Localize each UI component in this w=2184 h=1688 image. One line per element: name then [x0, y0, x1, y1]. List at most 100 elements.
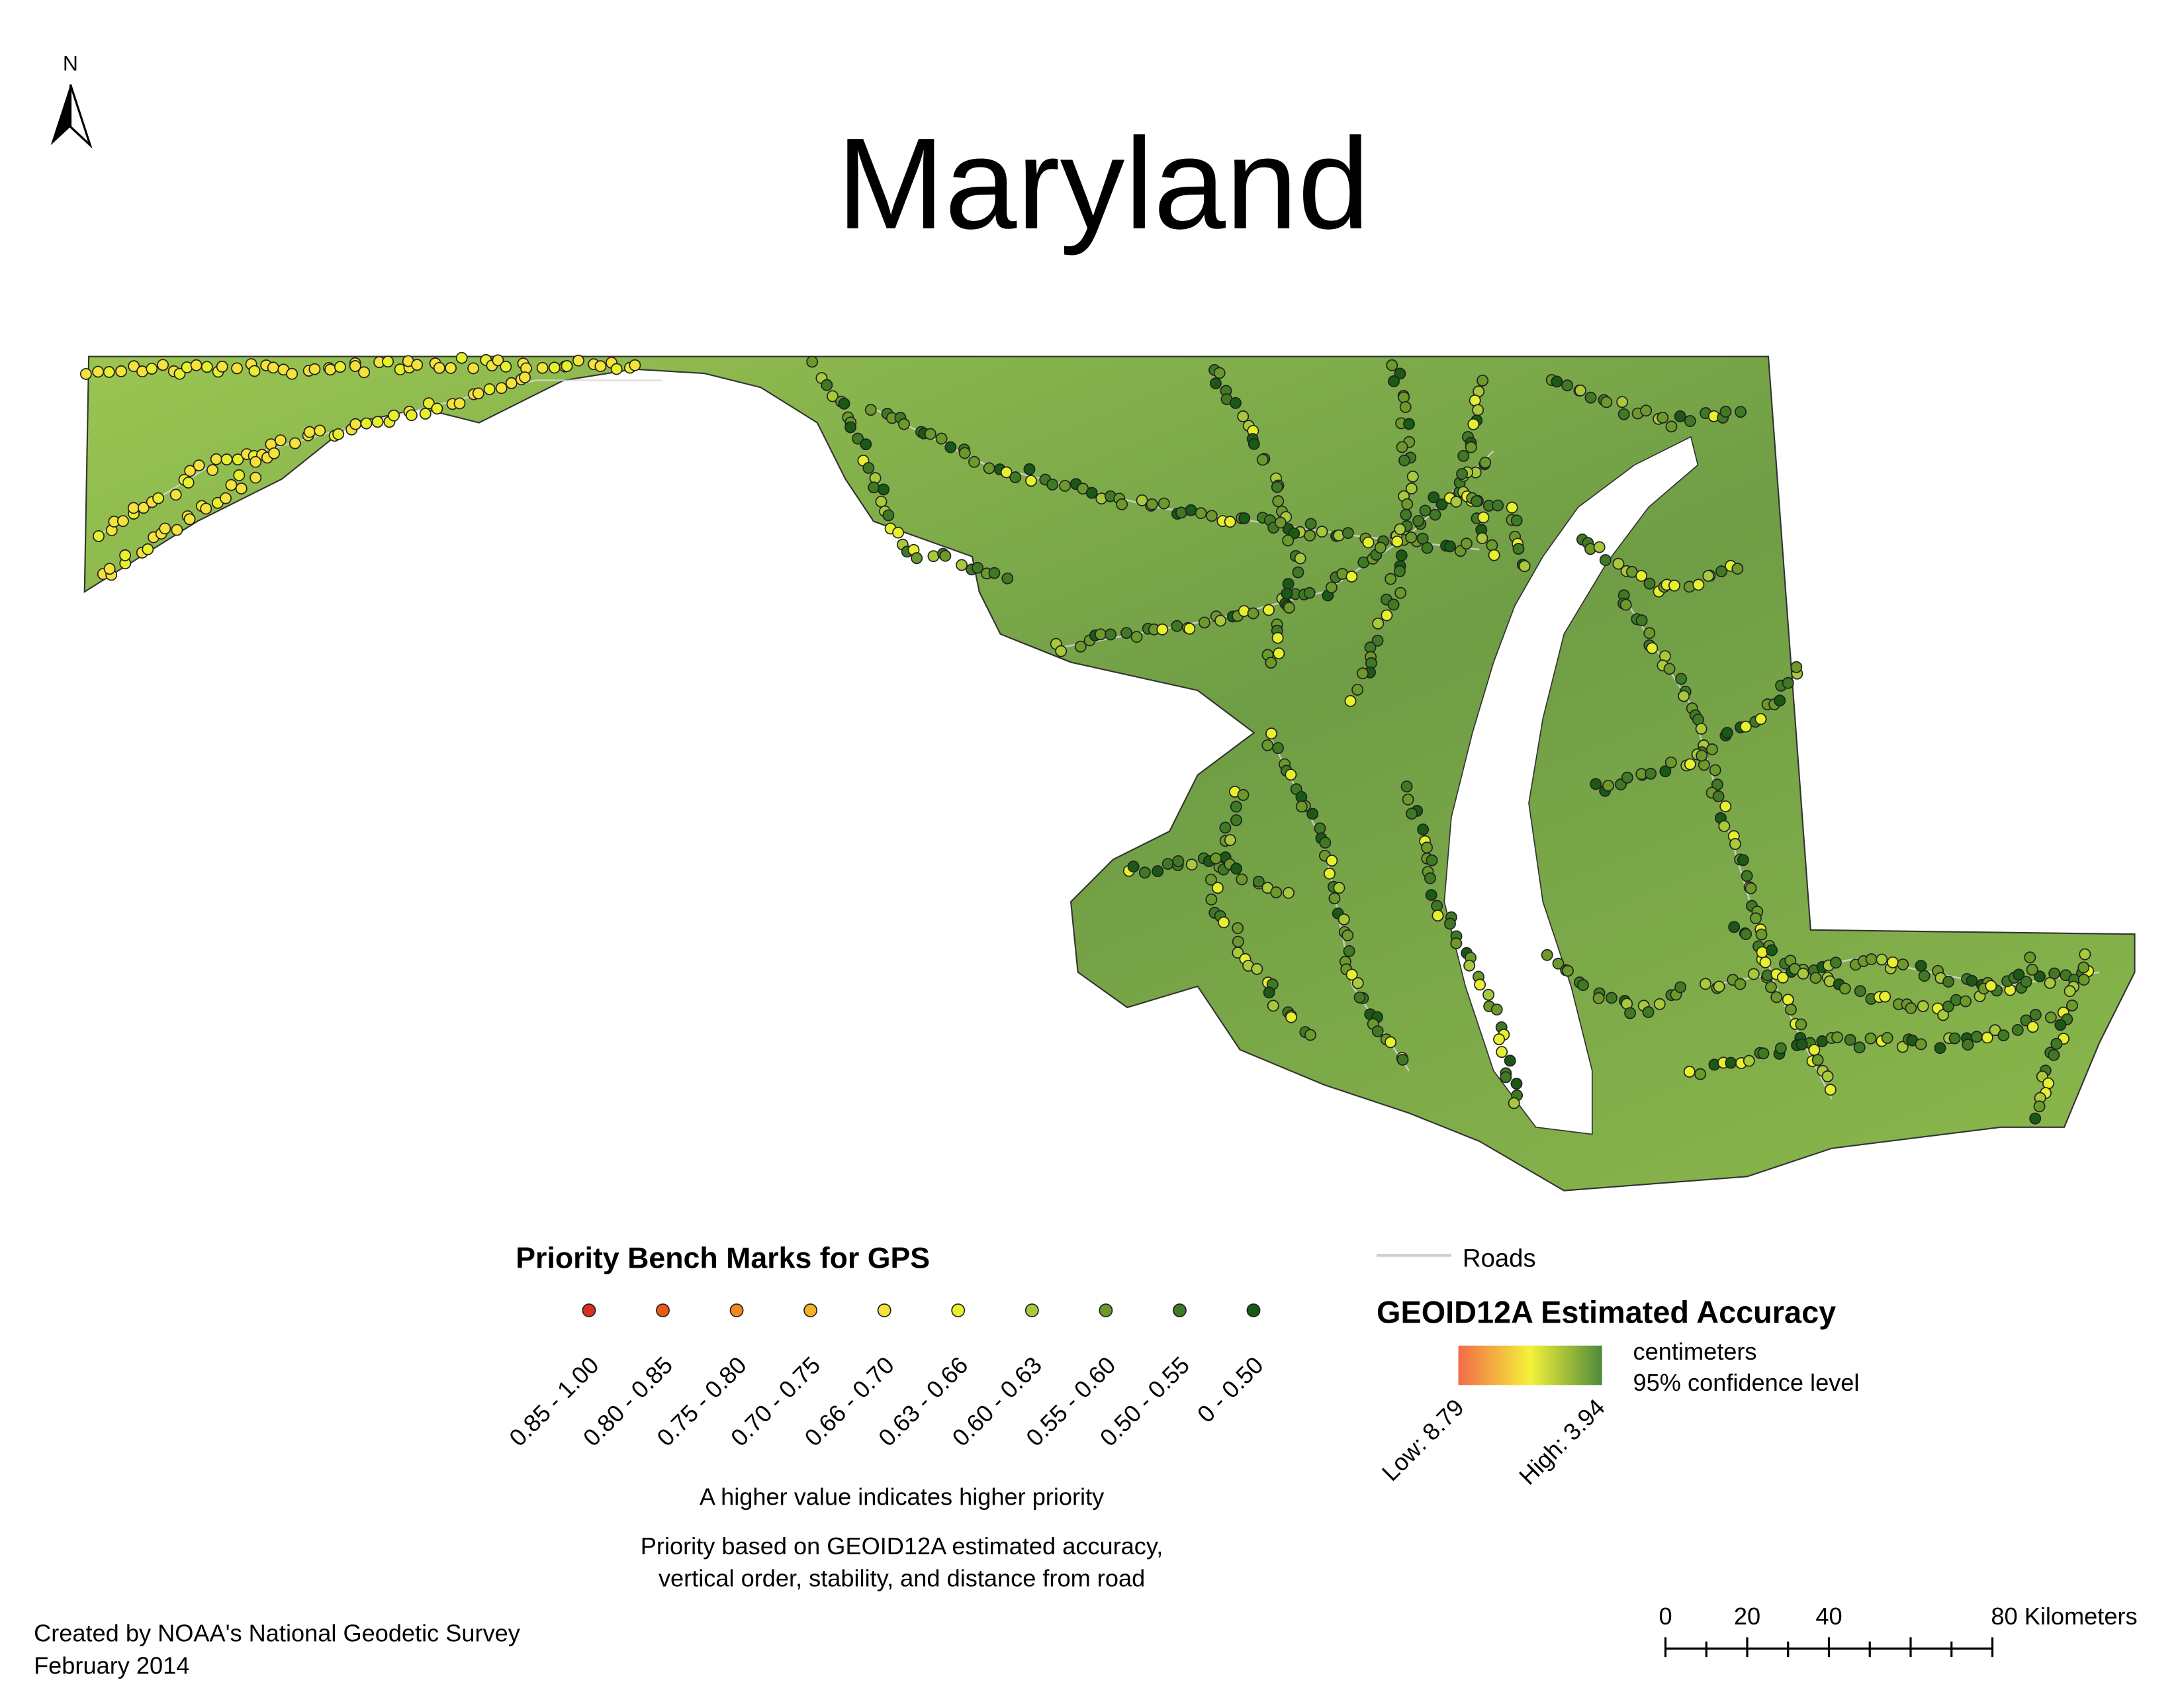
bench-mark — [324, 363, 336, 376]
bench-mark — [157, 359, 169, 371]
bench-mark — [561, 360, 573, 372]
bench-mark — [1431, 900, 1443, 912]
bench-mark — [1741, 870, 1753, 882]
bench-mark — [1444, 540, 1456, 553]
bench-mark — [201, 361, 213, 373]
bench-mark — [1417, 823, 1430, 836]
bench-mark — [1729, 838, 1741, 850]
bench-mark — [1790, 661, 1803, 673]
bench-mark — [303, 426, 316, 438]
bench-mark — [1270, 886, 1283, 898]
bench-mark — [1304, 1029, 1316, 1041]
bench-mark — [1236, 873, 1248, 886]
bench-mark — [1261, 739, 1274, 751]
bench-mark — [1642, 1006, 1655, 1018]
bench-mark — [1282, 578, 1295, 590]
bench-mark — [2020, 976, 2032, 988]
bench-mark — [1476, 532, 1488, 545]
bench-mark — [146, 363, 158, 375]
bench-mark — [1345, 571, 1358, 583]
legend-note: A higher value indicates higher priority — [700, 1483, 1105, 1510]
bench-mark — [1357, 667, 1369, 680]
bench-mark — [2024, 951, 2036, 964]
bench-mark — [1295, 800, 1308, 813]
bench-mark — [1450, 937, 1463, 950]
bench-mark — [190, 359, 203, 371]
bench-mark — [1428, 491, 1440, 504]
bench-mark — [1664, 756, 1677, 769]
bench-mark — [1740, 928, 1752, 941]
bench-mark — [1158, 497, 1170, 510]
bench-mark — [1829, 957, 1842, 969]
bench-mark — [103, 563, 116, 575]
bench-mark — [1023, 463, 1036, 475]
bench-mark — [505, 377, 518, 389]
bench-mark — [173, 367, 186, 380]
bench-mark — [1653, 998, 1666, 1010]
bench-mark — [1156, 623, 1169, 635]
bench-mark — [1206, 510, 1218, 522]
bench-mark — [1456, 468, 1469, 480]
bench-mark — [1450, 496, 1463, 508]
bench-mark — [1338, 913, 1350, 925]
bench-mark — [1718, 820, 1731, 832]
bench-mark — [1561, 379, 1574, 392]
bench-mark — [1198, 616, 1210, 629]
bench-mark — [1304, 530, 1316, 542]
accuracy-ramp — [1458, 1345, 1602, 1385]
bench-mark — [1381, 609, 1393, 622]
bench-mark — [1294, 552, 1306, 565]
bench-mark — [1405, 483, 1418, 494]
bench-mark — [1774, 1042, 1787, 1055]
legend-title: Priority Bench Marks for GPS — [516, 1243, 930, 1275]
bench-mark — [1210, 852, 1222, 865]
bench-mark — [1120, 627, 1132, 639]
bench-mark — [1674, 410, 1686, 422]
bench-mark — [1602, 779, 1615, 792]
bench-mark — [939, 549, 952, 562]
bench-mark — [1396, 441, 1408, 453]
bench-mark — [1646, 642, 1659, 655]
bench-mark — [1218, 916, 1230, 929]
bench-mark — [1471, 495, 1482, 508]
bench-mark — [1659, 765, 1672, 778]
north-arrow: N — [50, 51, 93, 149]
bench-mark — [1479, 456, 1492, 469]
bench-mark — [1915, 959, 1927, 972]
bench-mark — [1504, 1055, 1516, 1067]
bench-mark — [1700, 978, 1711, 990]
bench-mark — [2044, 976, 2056, 989]
bench-mark — [231, 362, 244, 375]
bench-mark — [1211, 882, 1224, 894]
bench-mark — [1319, 837, 1332, 849]
bench-mark — [1251, 962, 1263, 975]
bench-mark — [1500, 1071, 1512, 1084]
legend-swatch — [877, 1303, 891, 1317]
bench-mark — [1152, 865, 1164, 878]
bench-mark — [2077, 974, 2090, 986]
bench-mark — [1600, 396, 1613, 408]
bench-mark — [193, 459, 205, 471]
bench-mark — [1232, 935, 1244, 948]
bench-mark — [1046, 479, 1059, 491]
bench-mark — [1981, 1031, 1993, 1044]
bench-mark — [1881, 1031, 1893, 1044]
bench-mark — [1185, 504, 1197, 516]
bench-mark — [2033, 1100, 2046, 1113]
bench-mark — [308, 363, 321, 375]
bench-mark — [349, 418, 362, 430]
bench-mark — [1343, 945, 1355, 957]
bench-mark — [1230, 814, 1242, 826]
bench-mark — [1719, 406, 1732, 418]
bench-mark — [1897, 959, 1909, 970]
bench-mark — [862, 461, 875, 474]
bench-mark — [1400, 780, 1413, 793]
accuracy-unit: 95% confidence level — [1633, 1369, 1860, 1396]
bench-mark — [1492, 499, 1504, 512]
bench-mark — [1508, 1097, 1520, 1109]
bench-mark — [1256, 453, 1269, 466]
bench-mark — [1059, 479, 1071, 492]
bench-mark — [1175, 506, 1187, 519]
bench-mark — [1224, 834, 1236, 846]
bench-mark — [892, 526, 904, 539]
